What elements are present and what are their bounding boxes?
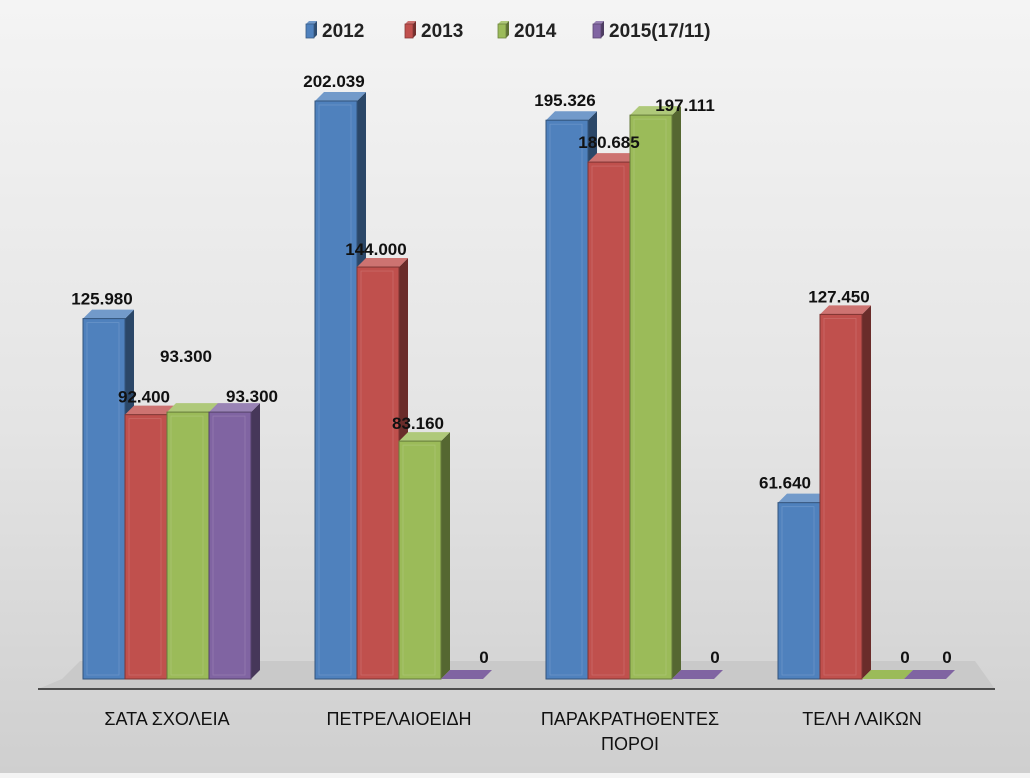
bar: [545, 119, 589, 680]
data-label: 125.980: [71, 290, 132, 309]
category-label: ΠΕΤΡΕΛΑΙΟΕΙΔΗ: [326, 709, 471, 729]
bar-group: [545, 106, 723, 680]
legend-item: 2012: [305, 21, 364, 42]
legend-swatch-side: [506, 21, 509, 38]
bar: [587, 161, 631, 680]
bar-highlight: [781, 506, 815, 676]
bar: [356, 266, 400, 680]
legend-label: 2014: [514, 21, 557, 42]
data-label: 0: [900, 648, 909, 667]
bar-highlight: [318, 104, 352, 676]
bar-highlight: [212, 415, 246, 676]
legend-label: 2015(17/11): [609, 21, 710, 42]
bar: [166, 411, 210, 680]
category-label: ΠΑΡΑΚΡΑΤΗΘΕΝΤΕΣ ΠΟΡΟΙ: [541, 709, 719, 754]
data-label: 92.400: [118, 388, 170, 407]
bar-top: [209, 403, 260, 413]
floor-plane: [38, 661, 995, 689]
legend-swatch-top: [405, 21, 416, 24]
bar-highlight: [170, 415, 204, 676]
bar-top: [83, 309, 134, 319]
bar: [82, 318, 126, 680]
bar-top: [315, 92, 366, 101]
data-label: 202.039: [303, 72, 364, 91]
chart-floor: [38, 661, 995, 690]
legend-label: 2013: [421, 21, 463, 42]
bar-side: [441, 432, 450, 679]
legend-item: 2014: [497, 21, 557, 42]
data-labels: 125.980 92.400 93.300 93.300 202.039 144.000 8…: [71, 72, 951, 667]
data-label: 0: [942, 648, 951, 667]
bar: [777, 502, 821, 680]
bar-top: [357, 258, 408, 268]
bar-zero: [441, 670, 492, 679]
bar-top: [546, 111, 597, 121]
data-label: 197.111: [655, 96, 715, 115]
bar-side: [672, 106, 681, 679]
bar-top: [778, 493, 829, 503]
data-label: 93.300: [226, 387, 278, 406]
data-label: 93.300: [160, 347, 212, 366]
category-label: ΣΑΤΑ ΣΧΟΛΕΙΑ: [104, 709, 229, 729]
data-label: 180.685: [578, 133, 639, 152]
bar-top: [167, 403, 218, 413]
bar-highlight: [402, 444, 436, 676]
bar-group: [314, 92, 492, 680]
category-labels: ΣΑΤΑ ΣΧΟΛΕΙΑ ΠΕΤΡΕΛΑΙΟΕΙΔΗ ΠΑΡΑΚΡΑΤΗΘΕΝΤΕΣ…: [104, 709, 921, 754]
bar: [314, 100, 358, 680]
bar-zero: [862, 670, 913, 679]
data-label: 144.000: [345, 240, 406, 259]
category-label: ΤΕΛΗ ΛΑΙΚΩΝ: [802, 709, 922, 729]
legend-swatch-top: [593, 21, 604, 24]
legend-swatch-side: [314, 21, 317, 38]
legend-swatch-top: [498, 21, 509, 24]
bar-highlight: [591, 165, 625, 676]
bar-side: [862, 305, 871, 679]
data-label: 127.450: [808, 287, 869, 306]
data-label: 83.160: [392, 414, 444, 433]
bar-zero: [672, 670, 723, 679]
data-label: 0: [710, 648, 719, 667]
bar: [819, 313, 863, 680]
legend-swatch-side: [413, 21, 416, 38]
data-label: 195.326: [534, 91, 595, 110]
bar-group: [777, 305, 955, 680]
legend-swatch-side: [601, 21, 604, 38]
bar-highlight: [86, 322, 120, 676]
legend-item: 2013: [404, 21, 463, 42]
legend-swatch: [497, 23, 507, 39]
legend-swatch: [592, 23, 602, 39]
bar: [124, 414, 168, 680]
bar-top: [399, 432, 450, 442]
bar-highlight: [549, 123, 583, 676]
bar: [208, 411, 252, 680]
bar-highlight: [360, 270, 394, 676]
legend-label: 2012: [322, 21, 364, 42]
bar-top: [630, 106, 681, 116]
bar: [629, 114, 673, 680]
bar-top: [588, 153, 639, 163]
bar-top: [820, 305, 871, 315]
legend-item: 2015(17/11): [592, 21, 710, 42]
bar-group: [82, 309, 260, 680]
bar-highlight: [128, 418, 162, 676]
bar-zero: [904, 670, 955, 679]
legend-swatch-top: [306, 21, 317, 24]
bar-groups: [82, 92, 955, 680]
legend-swatch: [404, 23, 414, 39]
bar-highlight: [633, 118, 667, 676]
legend: 2012 2013 2014 2015(17/11): [305, 21, 710, 42]
bar-side: [251, 403, 260, 679]
bar-top: [125, 405, 176, 415]
bar: [398, 440, 442, 680]
bar-highlight: [823, 317, 857, 676]
legend-swatch: [305, 23, 315, 39]
data-label: 0: [479, 648, 488, 667]
data-label: 61.640: [759, 474, 811, 493]
